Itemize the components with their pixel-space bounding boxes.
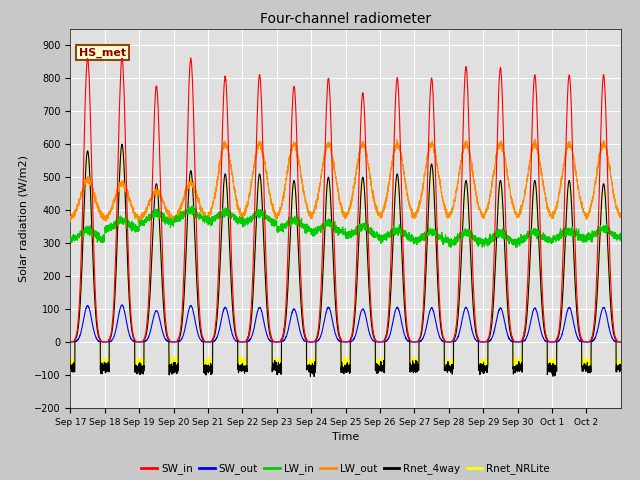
Y-axis label: Solar radiation (W/m2): Solar radiation (W/m2) [19,155,29,282]
X-axis label: Time: Time [332,432,359,442]
Title: Four-channel radiometer: Four-channel radiometer [260,12,431,26]
Legend: SW_in, SW_out, LW_in, LW_out, Rnet_4way, Rnet_NRLite: SW_in, SW_out, LW_in, LW_out, Rnet_4way,… [137,459,554,479]
Text: HS_met: HS_met [79,48,126,58]
